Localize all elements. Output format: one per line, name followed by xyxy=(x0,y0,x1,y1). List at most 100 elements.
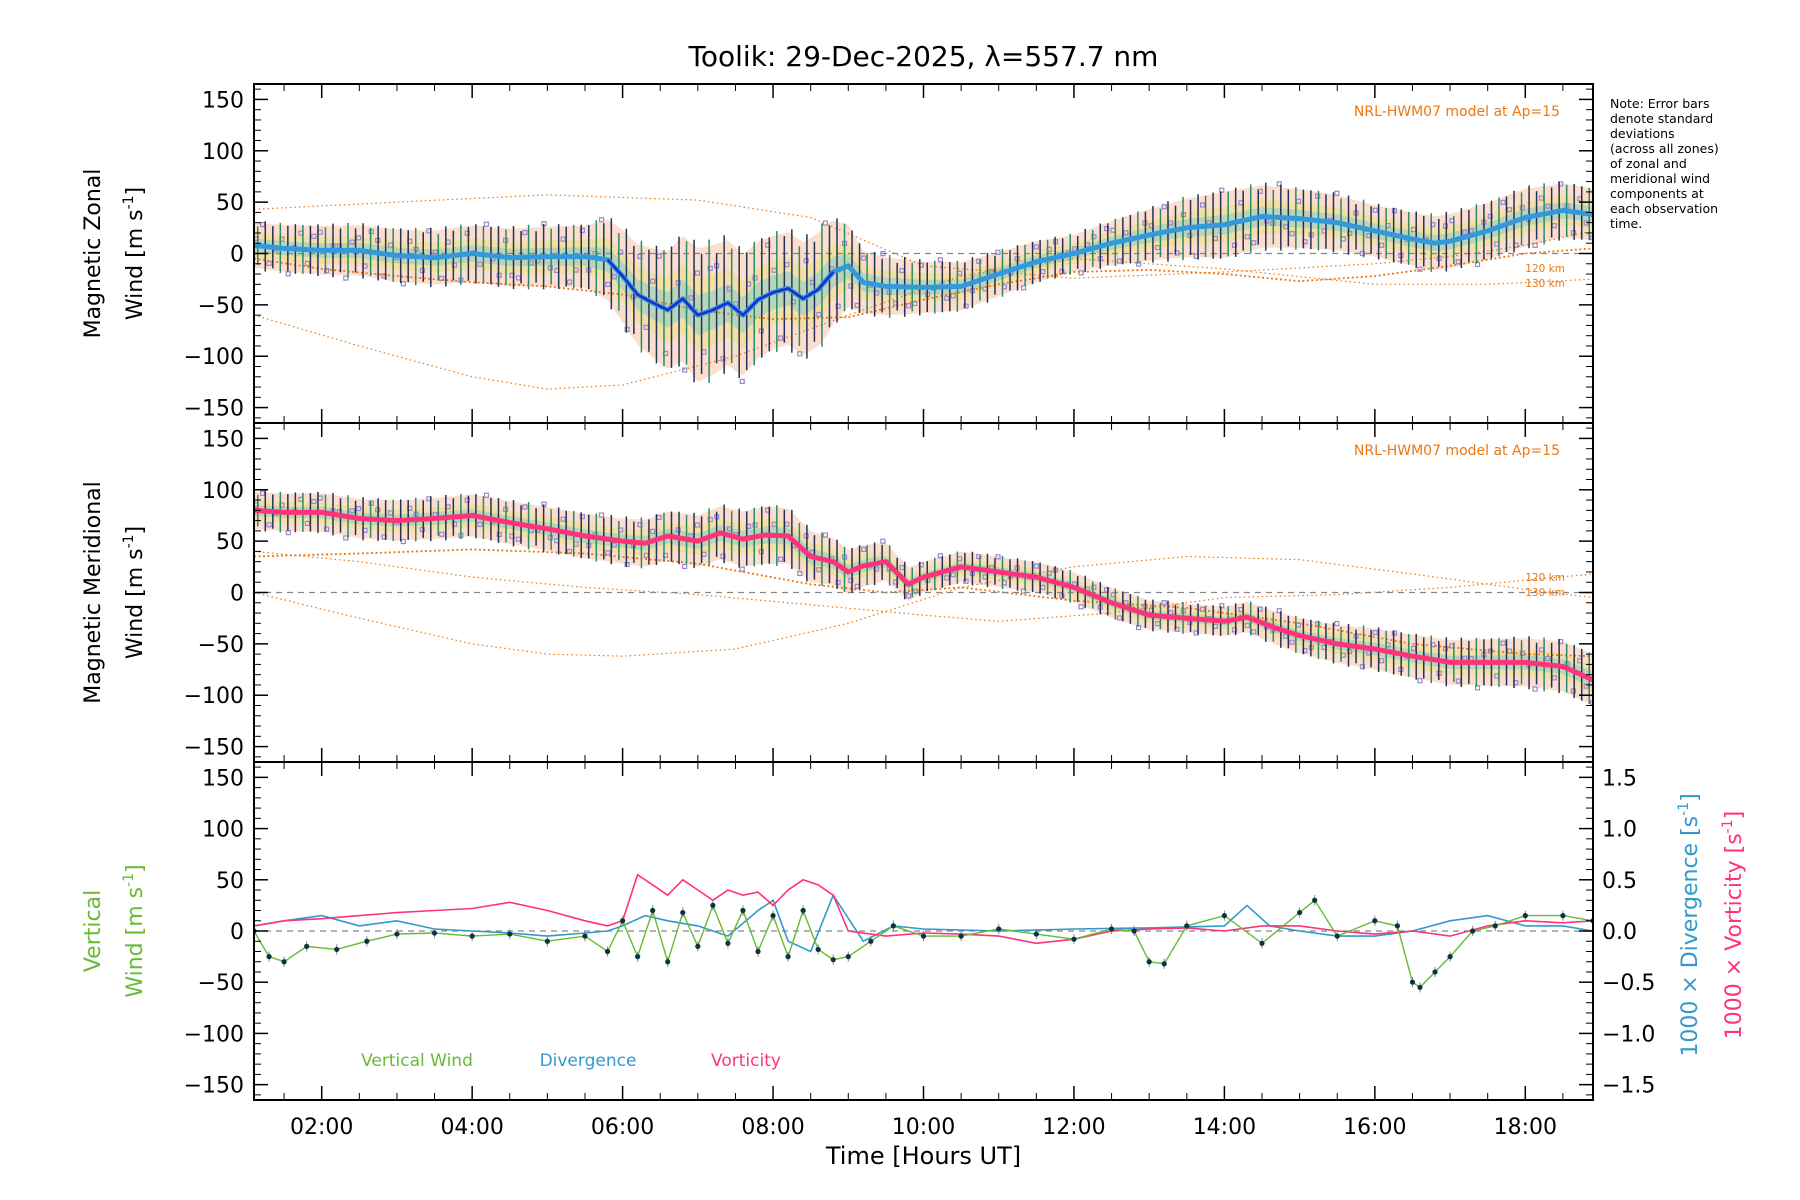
zone-point xyxy=(1187,232,1193,239)
zone-point xyxy=(1289,639,1295,645)
zone-point xyxy=(848,577,854,584)
zone-point xyxy=(944,295,950,301)
note-line: Note: Error bars xyxy=(1610,96,1710,111)
zone-point xyxy=(976,553,982,560)
zone-point xyxy=(797,570,803,577)
model-130km-label: 130 km xyxy=(1525,278,1565,290)
zone-point xyxy=(650,278,656,284)
y-tick-label: 150 xyxy=(202,427,244,452)
zone-point xyxy=(368,229,374,235)
vertical-wind-point xyxy=(1334,933,1340,939)
zone-point xyxy=(285,271,291,277)
zone-point xyxy=(1417,678,1423,684)
zone-point xyxy=(1104,226,1110,232)
zone-point xyxy=(547,265,553,271)
vertical-wind-point xyxy=(394,931,400,937)
chart-title: Toolik: 29-Dec-2025, λ=557.7 nm xyxy=(688,40,1159,73)
vertical-wind-point xyxy=(1108,926,1115,932)
vertical-wind-point xyxy=(1447,954,1453,960)
zone-point xyxy=(1359,250,1366,257)
zone-point xyxy=(1161,204,1167,210)
zone-point xyxy=(1136,624,1142,631)
zone-point xyxy=(848,283,854,289)
zone-point xyxy=(579,514,585,520)
vertical-wind-line xyxy=(254,899,1593,989)
vertical-wind-point xyxy=(1297,909,1303,916)
y-tick-label: −100 xyxy=(184,345,244,370)
zone-point xyxy=(976,258,982,265)
y-tick-label: −100 xyxy=(184,1022,244,1047)
vorticity-axis-label: 1000 × Vorticity [s-1] xyxy=(1720,811,1747,1039)
zone-point xyxy=(1289,231,1295,237)
vertical-wind-point xyxy=(996,926,1002,932)
vertical-wind-point xyxy=(740,907,746,914)
zone-point xyxy=(598,217,605,223)
x-tick-label: 04:00 xyxy=(440,1115,503,1140)
y-tick-label: −50 xyxy=(198,294,244,319)
zone-point xyxy=(560,516,566,522)
vertical-wind-point xyxy=(604,948,611,955)
zone-point xyxy=(1244,622,1250,629)
zone-point xyxy=(522,229,528,236)
zone-point xyxy=(1116,615,1123,621)
zone-point xyxy=(1487,648,1493,654)
zone-point xyxy=(1078,604,1084,610)
vertical-wind-point xyxy=(680,909,686,916)
zone-point xyxy=(304,260,311,267)
y-tick-label: 100 xyxy=(202,818,244,843)
zone-point xyxy=(803,533,809,539)
error-bar-note: Note: Error bars denote standard deviati… xyxy=(1610,96,1780,231)
zone-point xyxy=(1078,270,1084,276)
vertical-wind-point xyxy=(334,946,340,953)
vertical-wind-point xyxy=(650,907,656,914)
vertical-wind-point xyxy=(1522,913,1528,919)
zone-point xyxy=(1315,193,1321,199)
note-line: of zonal and xyxy=(1610,156,1687,171)
zone-point xyxy=(419,526,426,533)
model-label: NRL-HWM07 model at Ap=15 xyxy=(1354,104,1560,120)
vertical-wind-point xyxy=(755,948,761,955)
zone-point xyxy=(400,281,406,287)
y2-tick-label: 0.5 xyxy=(1602,869,1637,894)
zone-point xyxy=(1020,285,1027,291)
zone-point xyxy=(803,258,809,264)
y2-tick-label: −1.0 xyxy=(1602,1022,1655,1047)
vertical-wind-point xyxy=(920,933,927,939)
zone-point xyxy=(816,311,822,318)
x-tick-label: 16:00 xyxy=(1343,1115,1406,1140)
zone-point xyxy=(611,542,617,548)
zone-point xyxy=(349,508,355,514)
note-line: each observation xyxy=(1610,201,1719,216)
zone-point xyxy=(598,512,605,518)
divergence-line xyxy=(254,893,1593,953)
zone-point xyxy=(1123,230,1129,236)
x-axis-title: Time [Hours UT] xyxy=(825,1142,1021,1170)
zone-point xyxy=(707,265,713,271)
zone-point xyxy=(1347,648,1353,654)
y-tick-label: −50 xyxy=(198,971,244,996)
y-tick-label: 0 xyxy=(230,582,244,607)
vertical-wind-point xyxy=(958,933,964,939)
zonal-plot-area xyxy=(254,181,1593,390)
note-line: deviations xyxy=(1610,126,1675,141)
y-tick-label: 50 xyxy=(216,869,244,894)
zone-point xyxy=(432,249,438,255)
zone-point xyxy=(995,554,1001,560)
zone-point xyxy=(483,221,490,227)
zone-point xyxy=(560,236,566,242)
zone-point xyxy=(835,579,841,585)
zone-point xyxy=(720,553,726,559)
zone-point xyxy=(1244,234,1250,240)
zone-point xyxy=(611,274,617,280)
zone-point xyxy=(694,270,701,276)
zone-point xyxy=(624,326,630,333)
legend-vertical-wind: Vertical Wind xyxy=(361,1051,473,1071)
zone-point xyxy=(1136,261,1142,267)
zone-point xyxy=(464,497,470,503)
zone-point xyxy=(1020,588,1027,594)
vertical-wind-point xyxy=(431,930,438,936)
zone-point xyxy=(1532,686,1538,692)
zone-point xyxy=(477,521,483,527)
meridional-ylabel-line2: Wind [m s-1] xyxy=(121,526,148,659)
